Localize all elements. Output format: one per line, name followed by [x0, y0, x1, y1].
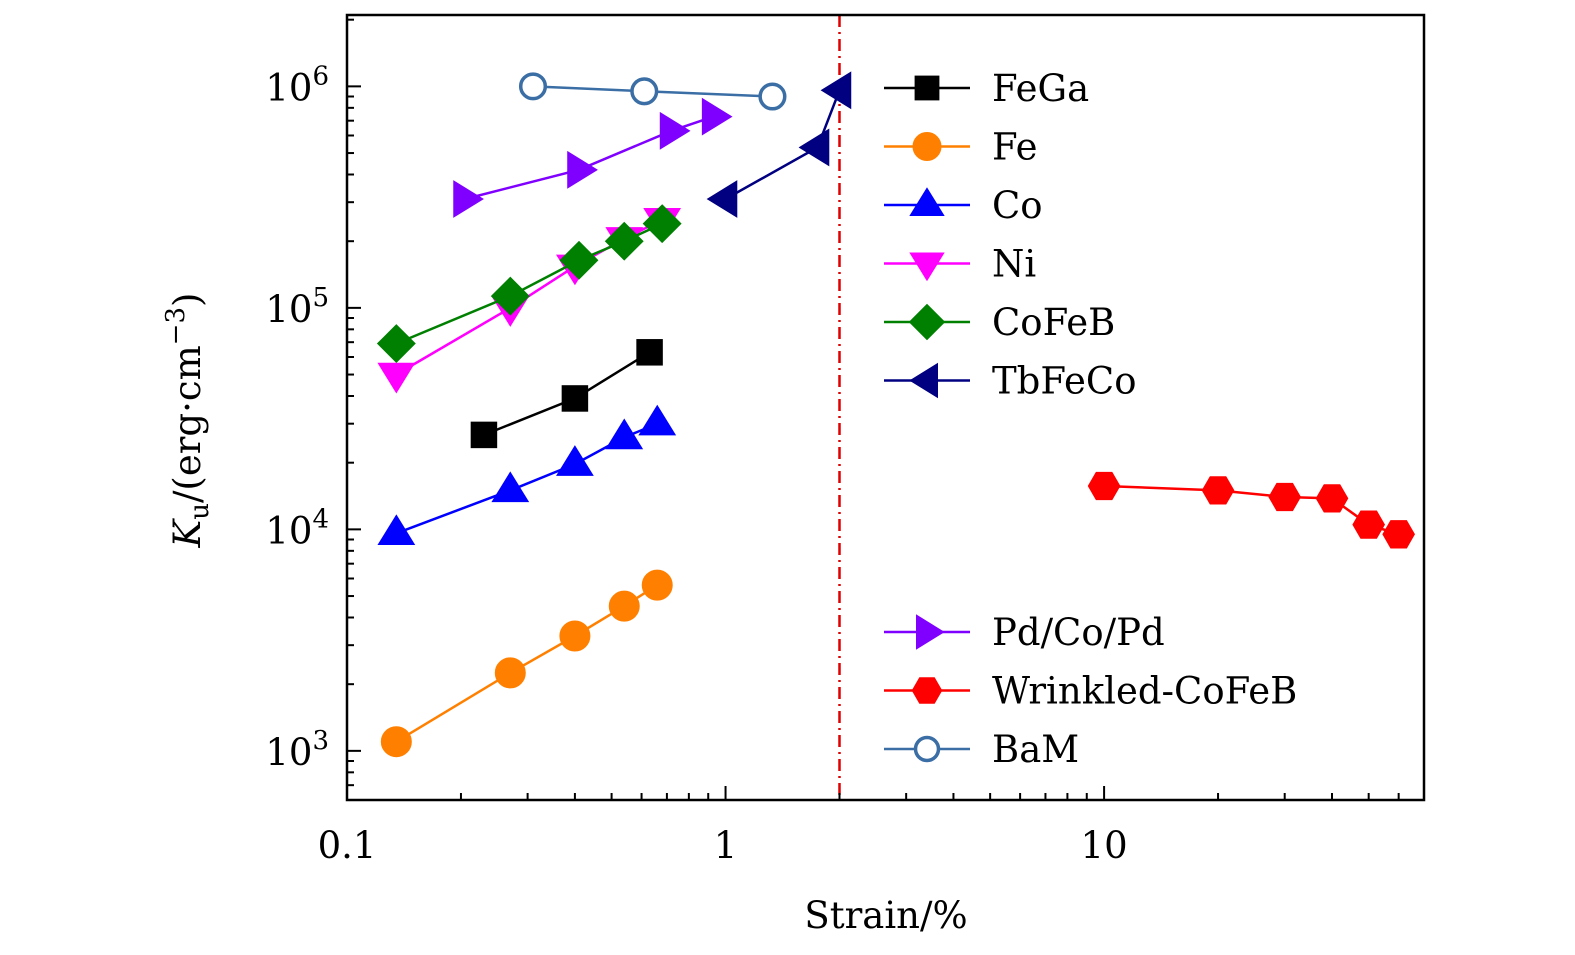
legend-marker-circle-icon: [912, 132, 942, 161]
x-tick-label: 1: [714, 824, 738, 867]
legend-marker-triangle-right-icon: [916, 614, 945, 650]
data-point-fe: [380, 726, 412, 758]
data-point-bam: [630, 77, 659, 106]
y-axis-title-sup: −3: [161, 307, 191, 345]
legend-item-co: Co: [884, 184, 1043, 227]
legend-label: Fe: [992, 126, 1038, 169]
x-tick-label: 10: [1081, 824, 1128, 867]
legend-item-bam: BaM: [884, 728, 1079, 771]
legend-marker-hexagon-icon: [911, 677, 943, 704]
legend-label: FeGa: [992, 67, 1089, 110]
legend: FeGa Fe Co Ni CoFeB TbFeCo Pd/Co/Pd Wrinkled-Co…: [884, 67, 1297, 771]
legend-item-ni: Ni: [884, 243, 1036, 286]
x-tick-label: 0.1: [318, 824, 377, 867]
data-point-pd-co-pd: [701, 97, 733, 136]
legend-label: CoFeB: [992, 301, 1115, 344]
y-tick-base: 10: [265, 288, 312, 331]
y-axis-title-rest: /(erg·cm: [166, 345, 209, 503]
data-point-co: [491, 471, 530, 503]
series-wrinkled-cofeb: [1087, 471, 1415, 549]
data-point-tbfeco: [798, 128, 830, 167]
data-point-pd-co-pd: [659, 111, 691, 150]
y-axis-title-close: ): [166, 293, 209, 307]
y-tick-exponent: 5: [312, 283, 329, 313]
data-point-cofeb: [559, 240, 599, 280]
series-line-pd-co-pd: [464, 115, 714, 201]
y-tick-base: 10: [265, 66, 312, 109]
series-tbfeco: [706, 71, 852, 218]
data-point-wrinkled-cofeb: [1087, 471, 1121, 501]
legend-label: TbFeCo: [992, 360, 1137, 403]
data-point-fe: [641, 569, 673, 601]
data-point-fega: [636, 339, 663, 366]
data-point-wrinkled-cofeb: [1201, 476, 1235, 505]
data-point-fega: [470, 421, 498, 449]
data-point-tbfeco: [706, 180, 738, 218]
y-tick-label: 105: [265, 283, 329, 331]
y-tick-base: 10: [265, 509, 312, 552]
data-point-fe: [559, 620, 591, 652]
y-tick-base: 10: [265, 731, 312, 774]
data-point-co: [556, 445, 594, 476]
data-point-wrinkled-cofeb: [1315, 484, 1349, 513]
data-point-cofeb: [490, 276, 530, 316]
data-point-wrinkled-cofeb: [1352, 510, 1386, 539]
data-point-bam: [758, 82, 787, 111]
series-fega: [470, 339, 663, 449]
data-point-co: [638, 404, 677, 436]
data-point-pd-co-pd: [453, 180, 484, 218]
data-point-fega: [561, 385, 589, 412]
plot-area: [376, 15, 1415, 800]
legend-label: Wrinkled-CoFeB: [992, 670, 1297, 713]
data-point-cofeb: [642, 204, 682, 244]
legend-item-fe: Fe: [884, 126, 1038, 169]
legend-item-tbfeco: TbFeCo: [884, 360, 1137, 403]
data-point-bam: [518, 72, 548, 101]
series-pd-co-pd: [453, 97, 733, 218]
data-point-ni: [377, 362, 416, 394]
data-point-pd-co-pd: [567, 150, 598, 189]
series-co: [377, 404, 677, 546]
y-axis-title: Ku/(erg·cm−3): [161, 293, 215, 549]
legend-item-wrinkled-cofeb: Wrinkled-CoFeB: [884, 670, 1297, 713]
series-bam: [518, 72, 787, 111]
legend-item-fega: FeGa: [884, 67, 1089, 110]
data-point-fe: [494, 657, 526, 689]
data-point-co: [377, 514, 416, 546]
legend-marker-diamond-icon: [908, 303, 946, 341]
legend-marker-triangle-left-icon: [909, 362, 938, 399]
legend-marker-circle-icon: [913, 735, 941, 763]
series-cofeb: [376, 204, 682, 364]
x-axis-title: Strain/%: [804, 894, 967, 937]
svg-text:Ku/(erg·cm−3): Ku/(erg·cm−3): [161, 293, 215, 549]
data-point-fe: [608, 590, 640, 622]
data-point-cofeb: [376, 324, 416, 364]
legend-label: Ni: [992, 243, 1036, 286]
data-point-co: [605, 418, 644, 450]
legend-marker-triangle-down-icon: [909, 252, 945, 282]
data-point-wrinkled-cofeb: [1268, 482, 1302, 512]
legend-label: Pd/Co/Pd: [992, 611, 1165, 654]
legend-marker-triangle-up-icon: [909, 187, 945, 216]
legend-marker-square-icon: [914, 75, 940, 101]
y-axis-title-sub: u: [185, 503, 215, 520]
plot-frame: [345, 13, 1426, 802]
legend-label: Co: [992, 184, 1043, 227]
y-tick-exponent: 6: [312, 61, 329, 91]
y-tick-label: 104: [265, 504, 329, 552]
y-tick-exponent: 3: [312, 726, 329, 756]
data-point-wrinkled-cofeb: [1382, 520, 1415, 549]
data-point-tbfeco: [820, 71, 852, 110]
data-point-cofeb: [604, 221, 644, 261]
y-axis-title-main: K: [166, 517, 209, 548]
y-tick-label: 103: [265, 726, 329, 774]
legend-item-cofeb: CoFeB: [884, 301, 1115, 344]
legend-label: BaM: [992, 728, 1079, 771]
legend-item-pd-co-pd: Pd/Co/Pd: [884, 611, 1165, 654]
y-tick-exponent: 4: [312, 504, 329, 534]
series-fe: [380, 569, 673, 758]
y-tick-label: 106: [265, 61, 329, 109]
